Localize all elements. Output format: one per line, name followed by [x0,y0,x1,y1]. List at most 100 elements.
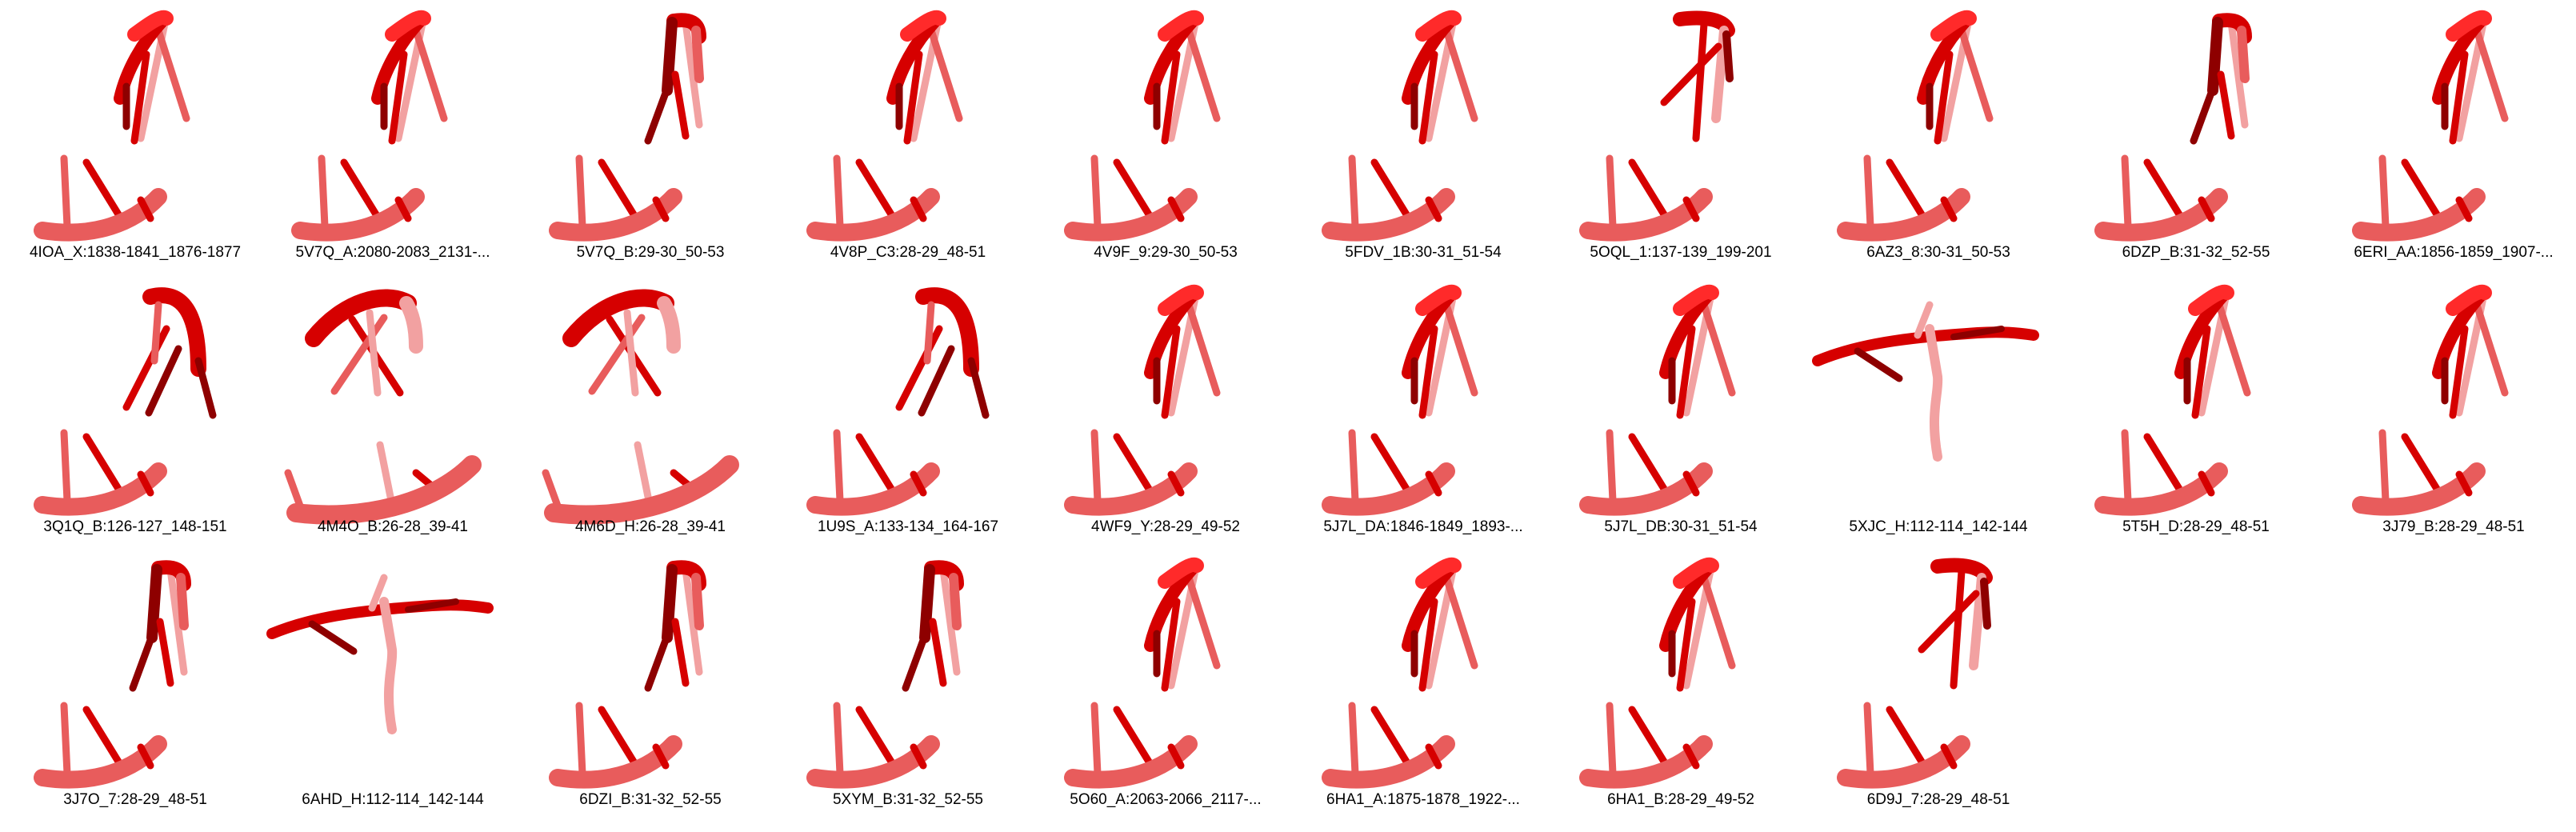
strand-tube [855,706,895,766]
strand-tube [1812,326,2039,366]
strand-tube [2094,462,2228,516]
strand-tube [1918,590,1980,654]
strand-tube [652,743,670,770]
strand-tube [2455,470,2473,497]
strand-tube [1722,30,1734,82]
strand-tube [318,154,329,230]
structure-panel: 6ERI_AA:1856-1859_1907-... [2325,0,2576,276]
structure-panel: 5O60_A:2063-2066_2117-... [1037,546,1294,823]
strand-tube [1158,284,1204,316]
structure-id-label: 5FDV_1B:30-31_51-54 [1345,244,1502,261]
strand-tube [671,70,690,140]
structure-panel: 6AHD_H:112-114_142-144 [264,546,522,823]
strand-tube [833,429,844,505]
structure-id-label: 5OQL_1:137-139_199-201 [1590,244,1772,261]
rna-helix-loop-icon [1837,558,1993,789]
strand-tube [286,455,482,525]
strand-tube [1930,10,1977,42]
strand-tube [1442,26,1478,122]
structure-id-label: 4V9F_9:29-30_50-53 [1094,244,1238,261]
strand-tube [588,314,646,395]
structure-id-label: 5J7L_DB:30-31_51-54 [1604,518,1758,535]
strand-tube [949,573,962,630]
rna-helix-loop-icon [2352,284,2509,516]
rna-helix-loop-icon [1579,557,1736,789]
strand-tube [2473,26,2509,122]
strand-tube [2449,325,2469,419]
strand-tube [2094,188,2228,242]
strand-tube [634,441,654,509]
strand-tube [652,196,670,222]
structure-id-label: 6HA1_B:28-29_49-52 [1607,791,1754,808]
structure-id-label: 4IOA_X:1838-1841_1876-1877 [29,244,242,261]
strand-tube [575,702,586,778]
rna-helix-loop-icon [806,287,990,516]
structure-panel: 3J7O_7:28-29_48-51 [6,546,264,823]
strand-tube [1442,574,1478,670]
strand-tube [923,301,935,365]
strand-tube [82,158,122,218]
strand-tube [1676,325,1696,419]
rna-helix-loop-icon [1812,301,2039,462]
strand-tube [1682,743,1700,770]
strand-tube [1628,158,1668,218]
strand-tube [902,630,930,692]
strand-tube [142,287,206,377]
rna-helix-loop-icon [549,560,706,789]
strand-tube [1167,196,1185,222]
structure-panel: 6D9J_7:28-29_48-51 [1810,546,2067,823]
structure-id-label: 4WF9_Y:28-29_49-52 [1091,518,1240,535]
strand-tube [671,618,690,687]
strand-tube [1628,706,1668,766]
strand-tube [1660,42,1722,106]
strand-tube [1090,702,1102,778]
strand-tube [60,429,71,505]
strand-tube [1837,735,1970,789]
rna-helix-loop-icon [34,10,190,242]
strand-tube [919,564,935,643]
strand-tube [82,706,122,766]
strand-tube [967,357,990,419]
strand-tube [2455,196,2473,222]
strand-tube [2191,325,2211,419]
strand-tube [1886,706,1926,766]
strand-tube [34,188,167,242]
strand-tube [682,18,703,129]
strand-tube [562,289,674,347]
strand-tube [1606,154,1617,230]
strand-tube [1950,326,2005,340]
strand-tube [598,706,638,766]
strand-tube [2237,26,2250,83]
structure-panel: 6DZP_B:31-32_52-55 [2067,0,2325,276]
strand-tube [1348,702,1359,778]
strand-tube [60,154,71,230]
strand-tube [137,196,154,222]
rna-helix-loop-icon [1322,284,1478,516]
structure-panel: 1U9S_A:133-134_164-167 [779,273,1037,550]
strand-tube [2198,196,2215,222]
strand-tube [1348,154,1359,230]
strand-tube [1676,598,1696,692]
strand-tube [1940,743,1958,770]
strand-tube [291,188,425,242]
strand-tube [1418,325,1438,419]
strand-tube [1682,196,1700,222]
strand-tube [385,10,431,42]
strand-tube [855,158,895,218]
strand-tube [1958,26,1994,122]
strand-tube [145,345,182,417]
structure-panel: 4M6D_H:26-28_39-41 [522,273,779,550]
strand-tube [2215,301,2251,397]
strand-tube [1415,557,1462,589]
strand-tube [368,574,388,612]
strand-tube [2121,429,2132,505]
strand-tube [2217,70,2235,140]
strand-tube [1925,324,1943,462]
strand-tube [1606,429,1617,505]
strand-tube [82,433,122,493]
strand-tube [682,566,703,676]
structure-panel: 3Q1Q_B:126-127_148-151 [6,273,264,550]
strand-tube [156,618,174,687]
strand-tube [376,441,396,509]
